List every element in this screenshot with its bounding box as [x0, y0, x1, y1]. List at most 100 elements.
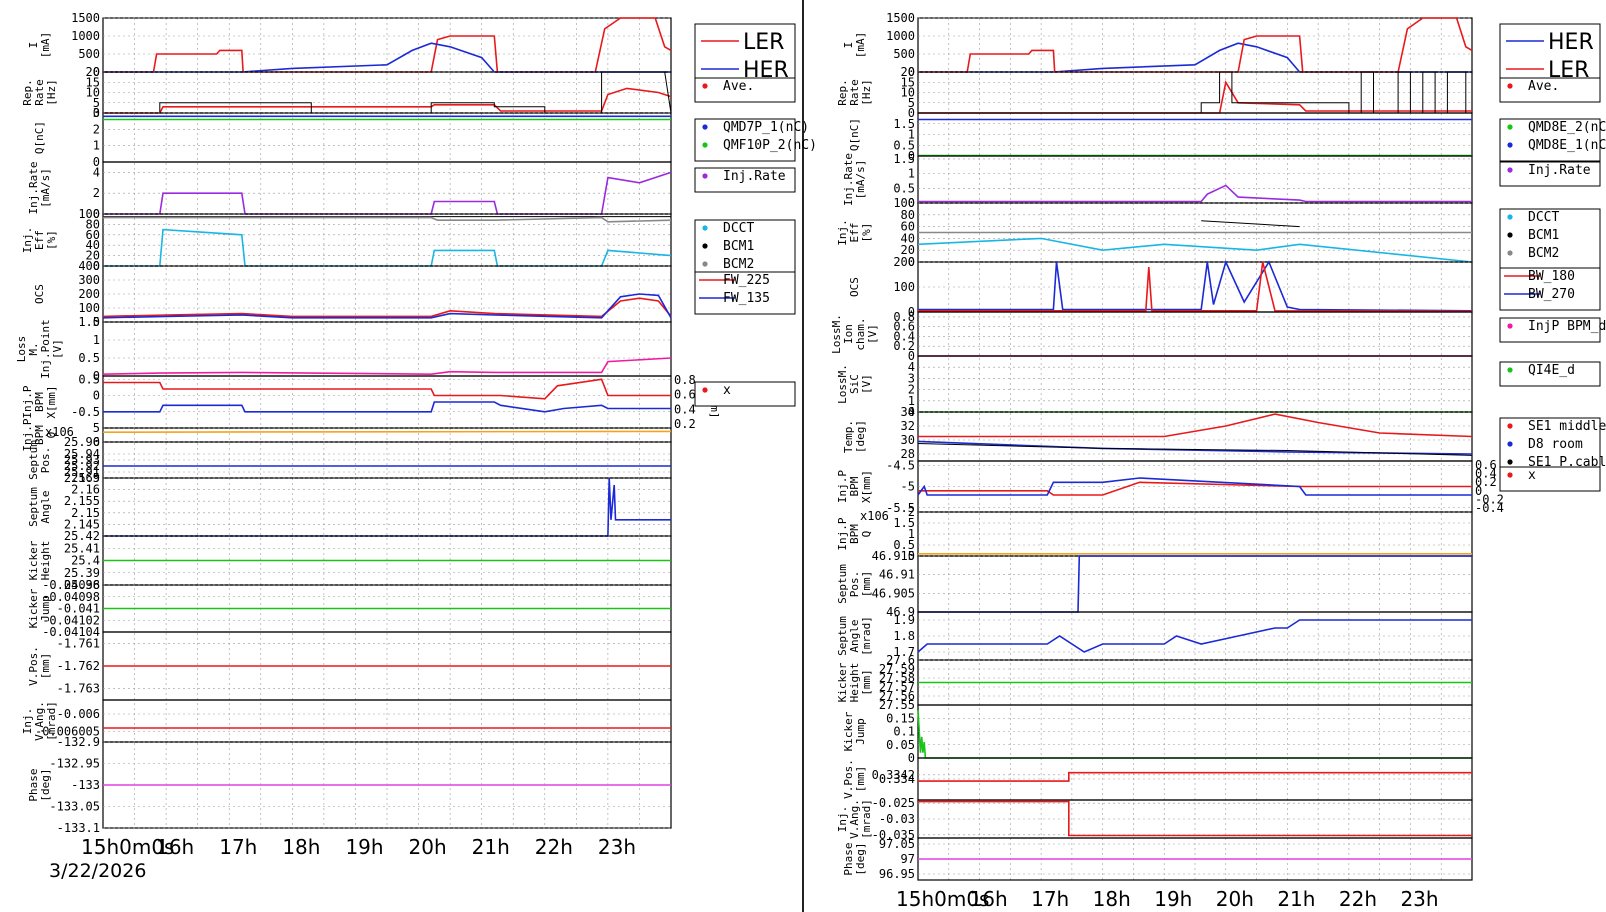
y-tick-label: 1.8 [893, 629, 915, 643]
legend: DCCT BCM1 BCM2 [1499, 208, 1601, 270]
legend-box [694, 271, 796, 315]
y-tick-label: -0.04104 [42, 625, 100, 639]
date-label: 3/22/2026 [49, 860, 147, 882]
y-tick-label: 25.39 [64, 566, 100, 580]
y-tick-label: 27.56 [879, 689, 915, 703]
y-axis-label: Inj. [836, 219, 849, 246]
x-tick-label: 16h [156, 835, 194, 859]
y-axis-label: [mA/s] [39, 168, 52, 208]
y-axis-label: Q [860, 531, 873, 538]
y-axis-label: SiC [848, 374, 861, 394]
legend-swatch [702, 173, 708, 179]
y-axis-label: BPM [33, 392, 46, 412]
legend-swatch [702, 83, 708, 89]
y-tick-label: -0.025 [872, 796, 915, 810]
y-tick-label: 0.5 [78, 372, 100, 386]
series-line-BCM2 [103, 216, 672, 223]
y-axis-label: [mm] [860, 669, 873, 696]
series-line-blue [917, 619, 1472, 653]
y-tick-label: -1.762 [57, 659, 100, 673]
y-tick-label: 0 [93, 155, 100, 169]
series-line-Inj.Rate [918, 184, 1472, 203]
y-axis-label: [deg] [854, 420, 867, 453]
y-tick-label: 34 [901, 405, 915, 419]
y-axis-label: V.Pos. [27, 646, 40, 686]
y-axis-label: Inj. [836, 806, 849, 833]
y-tick-label: 27.57 [879, 680, 915, 694]
legend: Inj.Rate [694, 167, 796, 193]
y-axis-label: [mA] [854, 32, 867, 59]
series-line-HER [918, 42, 1472, 73]
y-tick-label: 0.2 [893, 339, 915, 353]
legend-box [1499, 118, 1601, 162]
y-tick-label: 15 [86, 75, 100, 89]
legend-label: InjP BPM_d [1528, 319, 1606, 334]
y-axis-label: V.Pos. [842, 759, 855, 799]
y-tick-label: 3 [93, 106, 100, 120]
y-tick-label: 0 [93, 435, 100, 449]
y-tick-label: 97.05 [879, 837, 915, 851]
legend-label: D8 room [1528, 437, 1583, 452]
y-tick-label: 3 [908, 371, 915, 385]
legend-swatch [1507, 83, 1513, 89]
panel-septumpos: 46.915 46.91 46.905 46.9 Septum Pos. [mm] [836, 549, 1473, 619]
y-tick-label: -0.006005 [35, 725, 100, 739]
y-axis-label: Inj.P [21, 385, 34, 418]
series-line-orange [102, 430, 672, 434]
legend-box [1499, 208, 1601, 270]
y-tick-label: -0.035 [872, 828, 915, 842]
y-axis-label: Phase [27, 768, 40, 801]
y-tick-label: -132.9 [57, 735, 100, 749]
y-tick-label: 0 [93, 207, 100, 221]
y-tick-label: 2.15 [71, 506, 100, 520]
y-axis-label: Rep. [836, 79, 849, 106]
y-tick-label: -0.04098 [42, 590, 100, 604]
y-tick-label: 100 [893, 280, 915, 294]
y-tick-label: 1.9 [893, 613, 915, 627]
legend: FW_225 FW_135 [694, 271, 796, 315]
right-y-tick-label: 0.6 [674, 388, 696, 402]
panel-vang: -0.025 -0.03 -0.035 Inj. V.Ang. [mrad] [836, 796, 1473, 842]
legend-swatch [1507, 124, 1513, 130]
y-scale-label: x106 [45, 425, 74, 439]
y-tick-label: -133.1 [57, 821, 100, 835]
y-axis-label: [mrad] [860, 616, 873, 656]
y-tick-label: 0.15 [886, 711, 915, 725]
legend-swatch [1507, 459, 1513, 465]
y-tick-label: -0.006 [57, 707, 100, 721]
y-tick-label: 5 [93, 96, 100, 110]
x-tick-label: 21h [472, 835, 510, 859]
legend-box [1499, 466, 1601, 492]
y-axis-label: LossM. [830, 314, 843, 354]
y-tick-label: 25.96 [64, 435, 100, 449]
legend-label: Inj.Rate [1528, 163, 1591, 178]
legend-label: FW_135 [723, 291, 770, 306]
y-tick-label: 25.93 [64, 453, 100, 467]
y-tick-label: 80 [86, 217, 100, 231]
y-axis-label: [Hz] [860, 79, 873, 106]
x-tick-label: 20h [409, 835, 447, 859]
y-tick-label: 2 [908, 383, 915, 397]
legend: BW_180 BW_270 [1499, 267, 1601, 311]
y-tick-label: 400 [78, 259, 100, 273]
y-axis-label: Inj.Rate [27, 162, 40, 215]
y-tick-label: 200 [78, 287, 100, 301]
y-tick-label: 40 [86, 238, 100, 252]
legend-swatch [702, 124, 708, 130]
legend: InjP BPM_d [1499, 317, 1606, 343]
legend-swatch [1507, 250, 1513, 256]
legend-box [1499, 23, 1601, 87]
y-tick-label: 4 [908, 360, 915, 374]
legend-label: x [1528, 468, 1536, 483]
right-y-tick-label: 0 [1475, 484, 1482, 498]
y-tick-label: 27.58 [879, 671, 915, 685]
y-axis-label: BPM [848, 476, 861, 496]
y-axis-label: [V] [866, 324, 879, 344]
y-tick-label: 200 [893, 255, 915, 269]
